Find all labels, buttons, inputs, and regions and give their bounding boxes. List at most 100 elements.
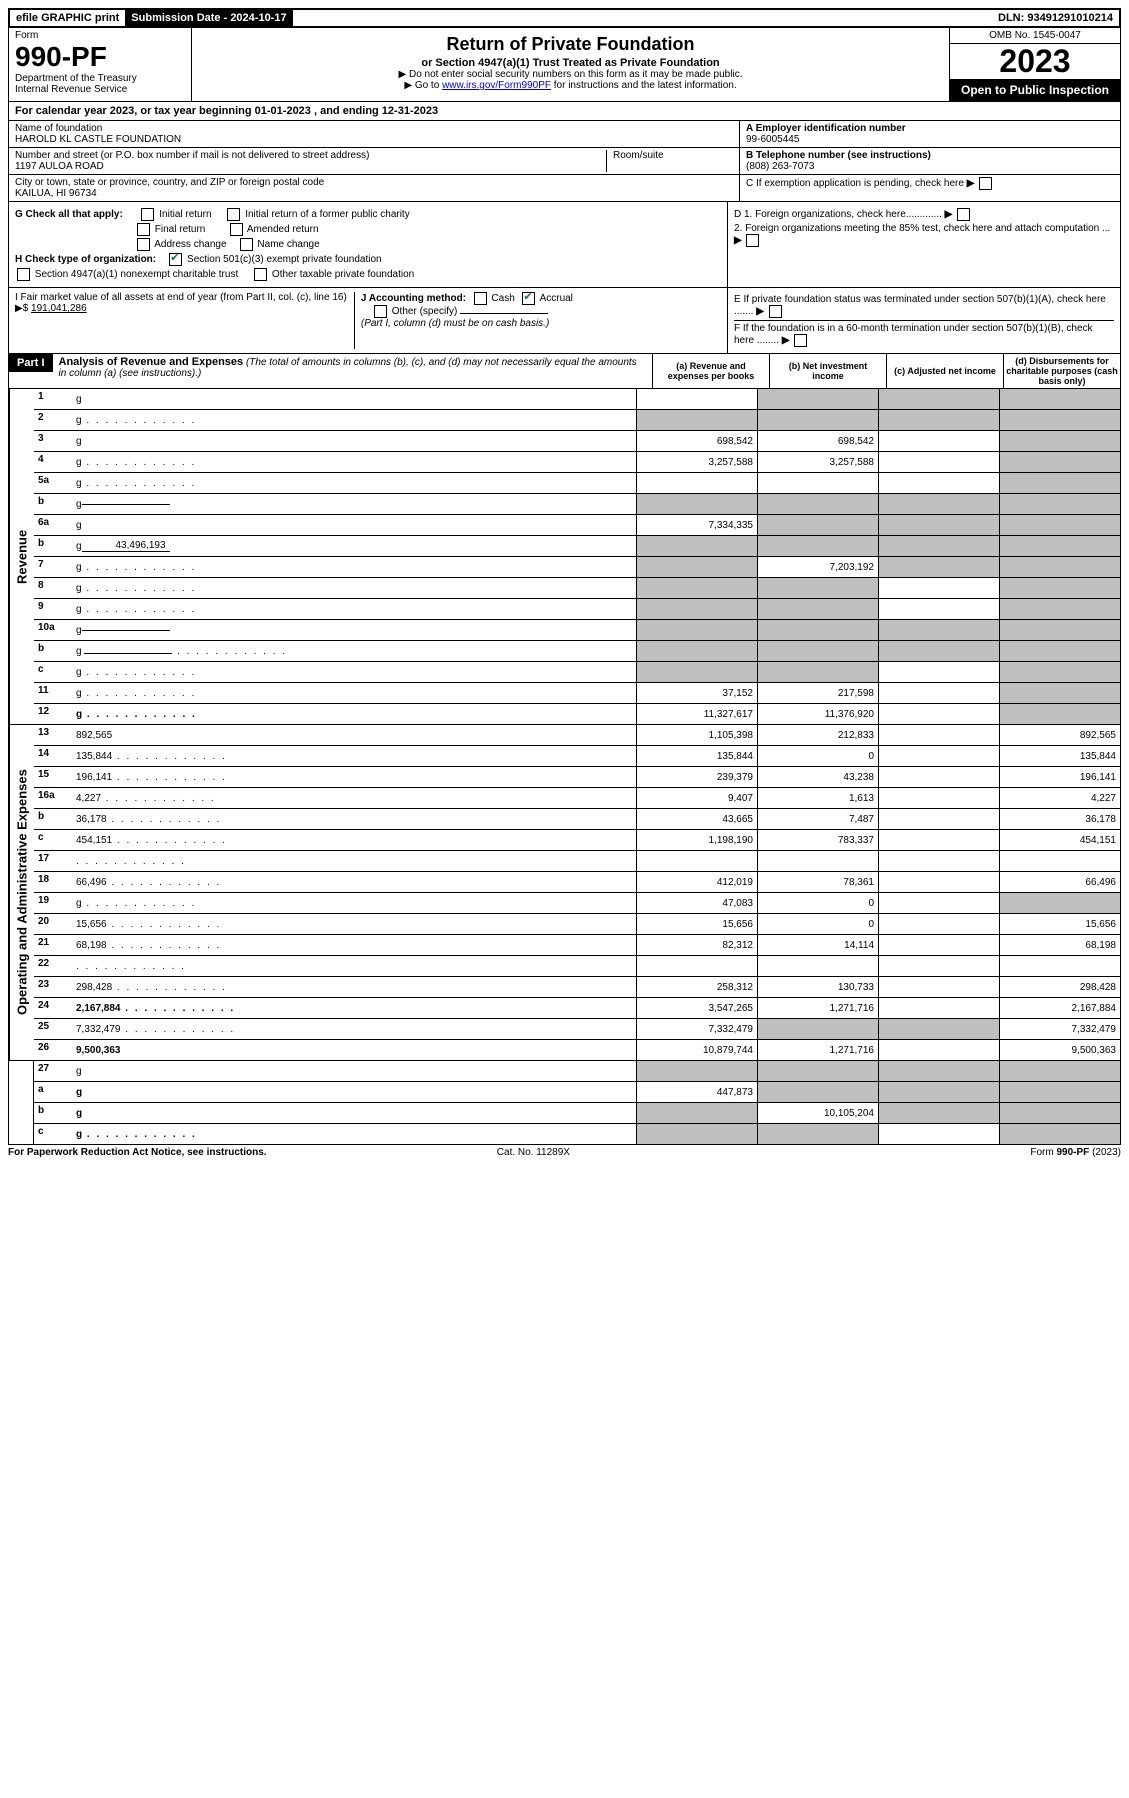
checkbox-section-2: I Fair market value of all assets at end… xyxy=(8,288,1121,354)
row-description: 298,428 xyxy=(72,977,636,997)
cell-col-d xyxy=(999,1103,1120,1123)
cell-col-d xyxy=(999,473,1120,493)
telephone: (808) 263-7073 xyxy=(746,161,814,172)
cell-col-d xyxy=(999,557,1120,577)
row-number: 11 xyxy=(34,683,72,703)
row-number: 6a xyxy=(34,515,72,535)
cell-col-c xyxy=(878,389,999,409)
row-description: g xyxy=(72,1103,636,1123)
checkbox-amended[interactable] xyxy=(230,223,243,236)
row-description: g xyxy=(72,893,636,913)
table-row: 3g698,542698,542 xyxy=(34,431,1120,452)
cell-col-c xyxy=(878,662,999,682)
row-number: 17 xyxy=(34,851,72,871)
checkbox-f[interactable] xyxy=(794,334,807,347)
cell-col-a: 239,379 xyxy=(636,767,757,787)
cell-col-b xyxy=(757,389,878,409)
cell-col-a: 412,019 xyxy=(636,872,757,892)
part1-label: Part I xyxy=(9,354,53,372)
row-number: 26 xyxy=(34,1040,72,1060)
cell-col-c xyxy=(878,809,999,829)
checkbox-accrual[interactable] xyxy=(522,292,535,305)
cell-col-a: 11,327,617 xyxy=(636,704,757,724)
cell-col-c xyxy=(878,1061,999,1081)
cell-col-c xyxy=(878,515,999,535)
cell-col-b: 7,203,192 xyxy=(757,557,878,577)
form-label: Form xyxy=(15,30,185,41)
cell-col-a: 47,083 xyxy=(636,893,757,913)
form990pf-link[interactable]: www.irs.gov/Form990PF xyxy=(442,80,551,91)
cell-col-a: 9,407 xyxy=(636,788,757,808)
cell-col-b xyxy=(757,536,878,556)
dln: DLN: 93491291010214 xyxy=(992,10,1119,26)
row-description: g xyxy=(72,515,636,535)
city-cell: City or town, state or province, country… xyxy=(9,175,739,201)
cell-col-d: 4,227 xyxy=(999,788,1120,808)
expense-rows: 13892,5651,105,398212,833892,56514135,84… xyxy=(34,725,1120,1060)
table-row: 14135,844135,8440135,844 xyxy=(34,746,1120,767)
row-number: 22 xyxy=(34,956,72,976)
checkbox-name-change[interactable] xyxy=(240,238,253,251)
checkbox-other-method[interactable] xyxy=(374,305,387,318)
table-row: 1866,496412,01978,36166,496 xyxy=(34,872,1120,893)
tax-year: 2023 xyxy=(950,44,1120,79)
checkbox-d2[interactable] xyxy=(746,234,759,247)
cell-col-d xyxy=(999,389,1120,409)
cell-col-d: 2,167,884 xyxy=(999,998,1120,1018)
paperwork-notice: For Paperwork Reduction Act Notice, see … xyxy=(8,1147,267,1158)
cell-col-c xyxy=(878,431,999,451)
cell-col-d xyxy=(999,1124,1120,1144)
row-number: 25 xyxy=(34,1019,72,1039)
cell-col-c xyxy=(878,851,999,871)
cell-col-b: 11,376,920 xyxy=(757,704,878,724)
table-row: 9g xyxy=(34,599,1120,620)
row-description: g 43,496,193 xyxy=(72,536,636,556)
cell-col-c xyxy=(878,893,999,913)
row-number: b xyxy=(34,536,72,556)
cell-col-c xyxy=(878,788,999,808)
cell-col-d: 892,565 xyxy=(999,725,1120,745)
table-row: cg xyxy=(34,662,1120,683)
row-number: 13 xyxy=(34,725,72,745)
table-row: 19g47,0830 xyxy=(34,893,1120,914)
row-description: 135,844 xyxy=(72,746,636,766)
checkbox-initial-former[interactable] xyxy=(227,208,240,221)
cell-col-c xyxy=(878,1103,999,1123)
cell-col-d xyxy=(999,410,1120,430)
row-number: 21 xyxy=(34,935,72,955)
cell-col-b: 3,257,588 xyxy=(757,452,878,472)
checkbox-initial-return[interactable] xyxy=(141,208,154,221)
row-description: 68,198 xyxy=(72,935,636,955)
cell-col-d xyxy=(999,662,1120,682)
cell-col-a: 82,312 xyxy=(636,935,757,955)
checkbox-other-taxable[interactable] xyxy=(254,268,267,281)
cell-col-c xyxy=(878,683,999,703)
checkbox-cash[interactable] xyxy=(474,292,487,305)
row-description: g xyxy=(72,557,636,577)
table-row: 2015,65615,656015,656 xyxy=(34,914,1120,935)
cell-col-d xyxy=(999,641,1120,661)
ein-cell: A Employer identification number 99-6005… xyxy=(740,121,1120,148)
cell-col-c xyxy=(878,536,999,556)
checkbox-address-change[interactable] xyxy=(137,238,150,251)
cell-col-a xyxy=(636,851,757,871)
cell-col-d xyxy=(999,536,1120,556)
row-description: 196,141 xyxy=(72,767,636,787)
checkbox-4947a1[interactable] xyxy=(17,268,30,281)
table-row: 1g xyxy=(34,389,1120,410)
checkbox-c[interactable] xyxy=(979,177,992,190)
foundation-name: HAROLD KL CASTLE FOUNDATION xyxy=(15,134,181,145)
cell-col-c xyxy=(878,452,999,472)
checkbox-e[interactable] xyxy=(769,305,782,318)
table-row: b36,17843,6657,48736,178 xyxy=(34,809,1120,830)
checkbox-final-return[interactable] xyxy=(137,223,150,236)
table-row: bg xyxy=(34,494,1120,515)
row-number: 3 xyxy=(34,431,72,451)
row-description: g xyxy=(72,410,636,430)
checkbox-d1[interactable] xyxy=(957,208,970,221)
checkbox-501c3[interactable] xyxy=(169,253,182,266)
row-number: 10a xyxy=(34,620,72,640)
cell-col-d: 9,500,363 xyxy=(999,1040,1120,1060)
cell-col-c xyxy=(878,410,999,430)
table-row: 4g3,257,5883,257,588 xyxy=(34,452,1120,473)
